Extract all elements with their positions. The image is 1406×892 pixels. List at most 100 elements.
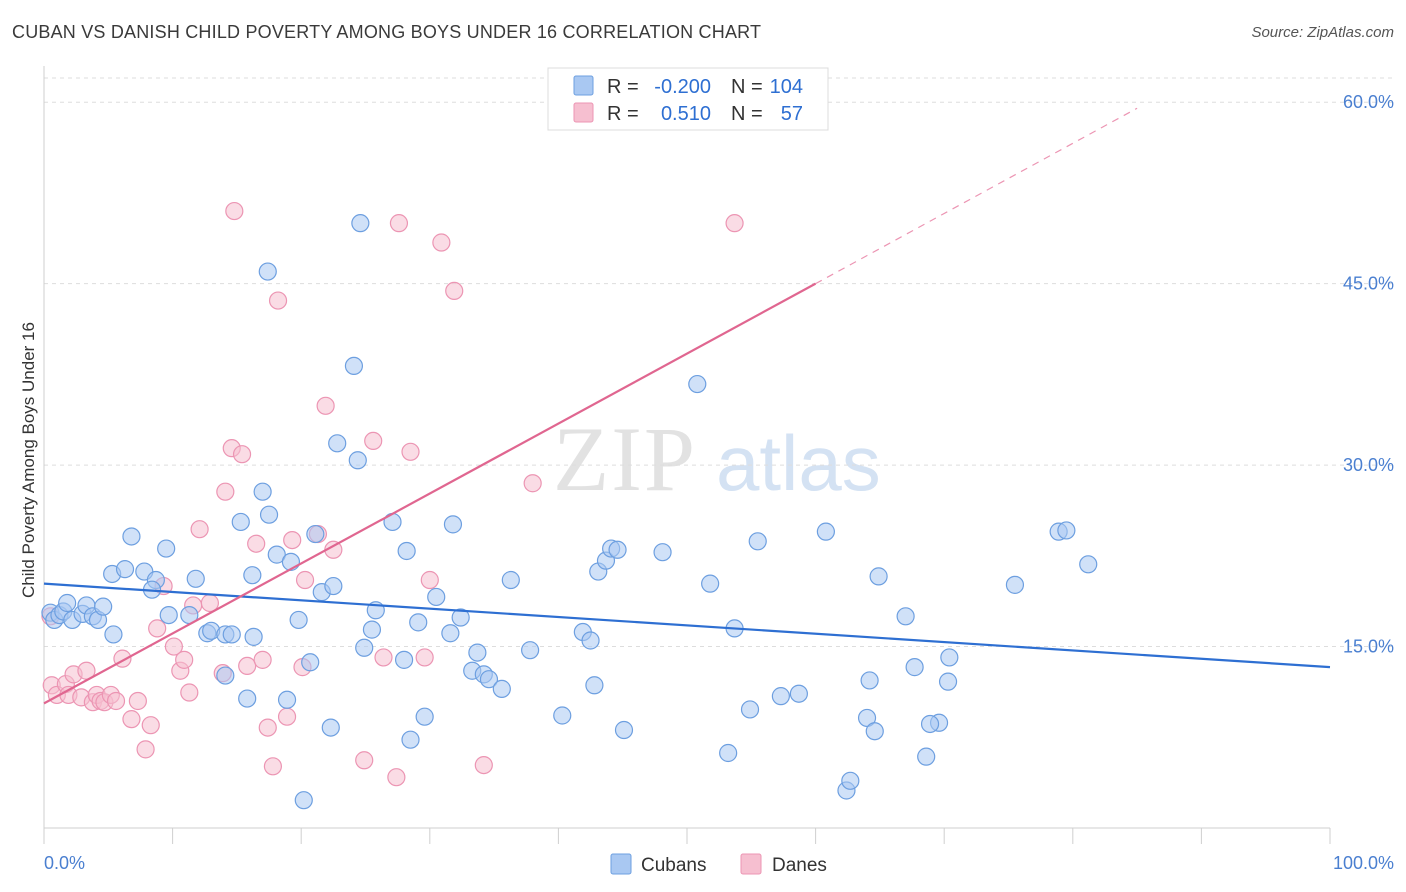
cubans-point xyxy=(294,791,313,810)
danes-point xyxy=(277,707,297,726)
cubans-point xyxy=(157,539,176,558)
cubans-point xyxy=(355,638,374,657)
danes-point xyxy=(238,656,257,676)
legend-swatch-danes xyxy=(573,102,594,123)
cubans-point xyxy=(608,540,627,559)
cubans-point xyxy=(468,643,487,662)
cubans-point xyxy=(905,658,924,677)
cubans-point xyxy=(321,718,340,737)
cubans-point xyxy=(115,560,135,579)
legend-r-value-cubans: -0.200 xyxy=(654,76,711,98)
legend-r-label-danes: R = xyxy=(607,103,639,125)
cubans-point xyxy=(427,587,446,607)
cubans-point xyxy=(328,434,347,453)
cubans-point xyxy=(362,620,382,639)
cubans-point xyxy=(281,552,301,571)
legend-swatch-cubans xyxy=(573,75,594,96)
cubans-point xyxy=(253,482,272,501)
cubans-point xyxy=(688,374,707,394)
danes-point xyxy=(268,291,288,310)
danes-point xyxy=(225,201,244,221)
danes-points xyxy=(41,201,744,787)
cubans-points xyxy=(41,214,1098,810)
danes-point xyxy=(432,233,451,252)
cubans-point xyxy=(277,690,297,709)
legend-r-label-cubans: R = xyxy=(607,76,639,98)
cubans-point xyxy=(701,574,720,593)
cubans-trend-line xyxy=(43,582,1331,669)
cubans-point xyxy=(415,707,434,726)
y-tick-label: 15.0% xyxy=(1343,637,1394,657)
danes-point xyxy=(106,691,126,711)
bottom-legend-swatch-danes xyxy=(740,853,762,875)
cubans-point xyxy=(1005,575,1025,594)
cubans-point xyxy=(267,545,286,564)
gridlines xyxy=(44,77,1394,648)
cubans-point xyxy=(243,566,262,585)
cubans-point xyxy=(771,687,790,706)
x-tick-label-min: 0.0% xyxy=(44,853,85,873)
cubans-point xyxy=(653,543,672,562)
cubans-point xyxy=(479,670,499,689)
watermark-zip: ZIP xyxy=(553,408,697,510)
cubans-point xyxy=(324,576,343,596)
danes-point xyxy=(420,570,439,590)
cubans-point xyxy=(159,605,178,625)
cubans-point xyxy=(1057,521,1076,540)
legend-box: R = -0.200 N = 104 R = 0.510 N = 57 xyxy=(547,67,829,131)
danes-point xyxy=(283,530,302,550)
y-tick-label: 60.0% xyxy=(1343,92,1394,112)
cubans-point xyxy=(351,214,370,233)
cubans-point xyxy=(719,743,738,763)
cubans-point xyxy=(409,613,428,632)
cubans-point xyxy=(865,722,884,741)
danes-point xyxy=(175,650,194,669)
cubans-point xyxy=(789,684,808,703)
danes-point xyxy=(445,281,464,301)
danes-point xyxy=(364,431,383,451)
y-tick-label: 45.0% xyxy=(1343,274,1394,294)
cubans-point xyxy=(94,597,113,616)
danes-point xyxy=(355,751,374,770)
cubans-point xyxy=(443,515,463,534)
y-axis-label: Child Poverty Among Boys Under 16 xyxy=(19,322,38,598)
cubans-point xyxy=(492,679,511,698)
cubans-point xyxy=(869,567,888,586)
cubans-point xyxy=(216,666,235,685)
cubans-point xyxy=(1079,555,1098,574)
cubans-point xyxy=(222,625,241,644)
danes-point xyxy=(415,648,434,667)
cubans-point xyxy=(451,608,470,627)
cubans-point xyxy=(244,627,263,646)
danes-point xyxy=(295,570,315,590)
cubans-point xyxy=(348,451,367,470)
legend-r-value-danes: 0.510 xyxy=(661,103,711,125)
cubans-point xyxy=(585,676,604,695)
bottom-legend-label-cubans: Cubans xyxy=(641,855,707,876)
cubans-point xyxy=(581,631,600,650)
cubans-point xyxy=(344,356,364,376)
cubans-point xyxy=(186,569,205,588)
cubans-point xyxy=(740,700,760,719)
danes-point xyxy=(148,619,167,638)
cubans-point xyxy=(258,262,277,281)
danes-point xyxy=(247,534,266,553)
danes-trend-line xyxy=(43,282,817,705)
cubans-point xyxy=(401,730,420,749)
cubans-point xyxy=(896,607,915,626)
danes-point xyxy=(263,757,283,776)
cubans-point xyxy=(816,522,835,541)
cubans-point xyxy=(521,641,540,660)
cubans-point xyxy=(920,714,940,734)
cubans-point xyxy=(748,532,767,551)
y-tick-label: 30.0% xyxy=(1343,455,1394,475)
cubans-point xyxy=(860,671,879,690)
cubans-point xyxy=(441,624,460,643)
cubans-point xyxy=(231,512,250,532)
cubans-point xyxy=(259,505,279,524)
tick-labels: 15.0% 30.0% 45.0% 60.0% xyxy=(1343,92,1394,656)
legend-n-label-cubans: N = xyxy=(731,76,763,98)
danes-trend-extension xyxy=(815,107,1138,285)
cubans-point xyxy=(397,541,416,561)
danes-point xyxy=(253,650,272,669)
